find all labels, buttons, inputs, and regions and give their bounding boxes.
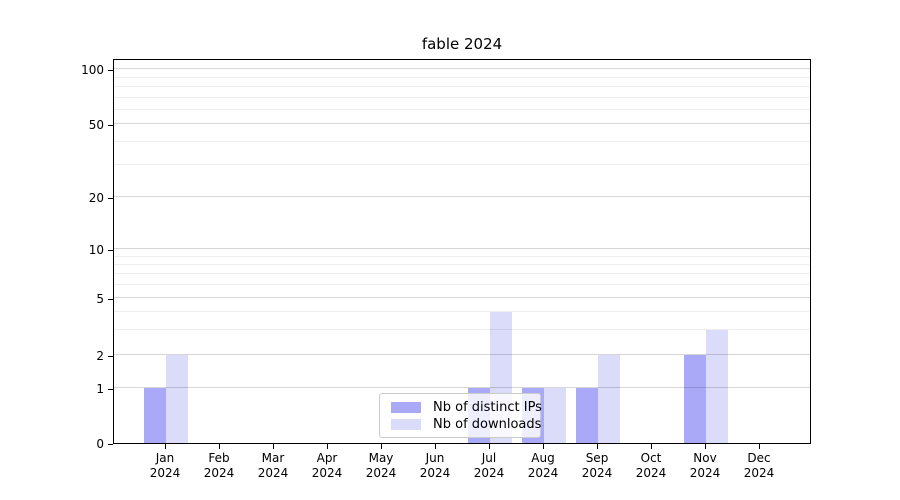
- minor-gridline: [114, 76, 810, 78]
- bar-downloads: [706, 329, 728, 443]
- x-tick-label: May 2024: [365, 451, 397, 480]
- x-tick-mark: [705, 444, 706, 449]
- y-tick-mark: [108, 299, 113, 300]
- y-tick-mark: [108, 389, 113, 390]
- y-tick-mark: [108, 444, 113, 445]
- x-tick-mark: [381, 444, 382, 449]
- legend-swatch-icon: [391, 402, 421, 413]
- x-tick-label: Feb 2024: [203, 451, 235, 480]
- x-tick-mark: [435, 444, 436, 449]
- y-tick-label: 50: [88, 117, 104, 132]
- minor-gridline: [114, 86, 810, 87]
- minor-gridline: [114, 96, 810, 98]
- major-gridline: [114, 122, 810, 124]
- y-tick-label: 20: [88, 191, 104, 205]
- major-gridline: [114, 353, 810, 355]
- legend-label: Nb of distinct IPs: [433, 400, 542, 415]
- minor-gridline: [114, 311, 810, 312]
- y-tick-label: 0: [96, 437, 104, 451]
- bar-distinct-ips: [684, 354, 706, 443]
- x-tick-label: Sep 2024: [581, 451, 613, 480]
- x-tick-mark: [759, 444, 760, 449]
- plot-area: Nb of distinct IPs Nb of downloads: [113, 59, 811, 444]
- x-tick-label: Nov 2024: [689, 451, 721, 480]
- minor-gridline: [114, 141, 810, 142]
- y-tick-label: 100: [81, 63, 104, 77]
- bar-downloads: [166, 354, 188, 443]
- y-tick-mark: [108, 198, 113, 199]
- legend: Nb of distinct IPs Nb of downloads: [379, 393, 542, 438]
- x-tick-label: Apr 2024: [311, 451, 343, 480]
- major-gridline: [114, 68, 810, 69]
- x-tick-label: Jul 2024: [473, 451, 505, 480]
- legend-row: Nb of distinct IPs: [391, 399, 542, 416]
- y-tick-label: 10: [88, 243, 104, 257]
- y-tick-mark: [108, 124, 113, 126]
- y-tick-mark: [108, 250, 113, 251]
- y-tick-mark: [108, 70, 113, 71]
- minor-gridline: [114, 164, 810, 165]
- minor-gridline: [114, 255, 810, 257]
- x-tick-mark: [651, 444, 652, 449]
- minor-gridline: [114, 273, 810, 274]
- bar-distinct-ips: [144, 388, 166, 443]
- bar-downloads: [598, 354, 620, 443]
- minor-gridline: [114, 328, 810, 330]
- bar-downloads: [544, 388, 566, 443]
- legend-row: Nb of downloads: [391, 416, 542, 433]
- x-tick-mark: [165, 444, 166, 449]
- y-tick-label: 2: [96, 348, 104, 363]
- y-tick-label: 1: [96, 382, 104, 396]
- minor-gridline: [114, 284, 810, 285]
- x-tick-label: Oct 2024: [635, 451, 667, 480]
- major-gridline: [114, 297, 810, 298]
- major-gridline: [114, 387, 810, 388]
- x-tick-mark: [489, 444, 490, 449]
- x-tick-label: Jan 2024: [149, 451, 181, 480]
- x-tick-mark: [597, 444, 598, 449]
- legend-swatch-icon: [391, 419, 421, 430]
- x-tick-label: Dec 2024: [743, 451, 775, 480]
- minor-gridline: [114, 264, 810, 265]
- major-gridline: [114, 196, 810, 197]
- x-tick-mark: [543, 444, 544, 449]
- y-tick-mark: [108, 355, 113, 357]
- x-tick-label: Jun 2024: [419, 451, 451, 480]
- y-tick-label: 5: [96, 292, 104, 306]
- bar-distinct-ips: [576, 388, 598, 443]
- legend-label: Nb of downloads: [433, 417, 542, 432]
- minor-gridline: [114, 109, 810, 110]
- x-tick-mark: [273, 444, 274, 449]
- x-tick-mark: [219, 444, 220, 449]
- x-tick-label: Mar 2024: [257, 451, 289, 480]
- x-tick-mark: [327, 444, 328, 449]
- x-tick-label: Aug 2024: [527, 451, 559, 480]
- major-gridline: [114, 248, 810, 249]
- chart-title: fable 2024: [421, 35, 503, 53]
